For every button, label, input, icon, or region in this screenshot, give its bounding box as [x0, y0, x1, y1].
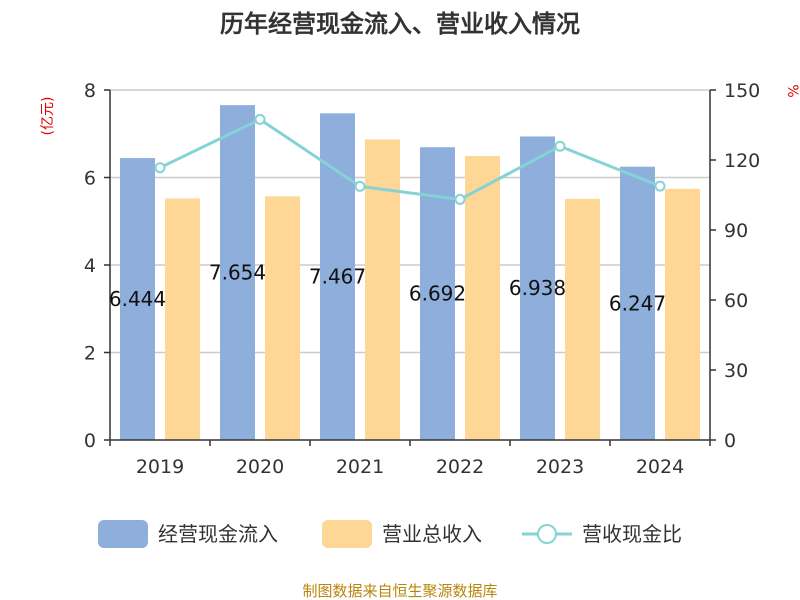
- bar: [165, 198, 200, 440]
- x-tick-label: 2023: [536, 456, 584, 478]
- legend-label: 营业总收入: [382, 522, 482, 546]
- bar: [220, 105, 255, 440]
- left-tick-label: 4: [84, 255, 96, 277]
- right-tick-label: 120: [724, 150, 760, 172]
- bar: [465, 156, 500, 440]
- bar: [520, 136, 555, 440]
- legend-label: 营收现金比: [582, 522, 682, 546]
- bar-value-label: 6.692: [409, 282, 466, 306]
- bar: [620, 166, 655, 440]
- left-tick-label: 6: [84, 168, 96, 190]
- bar: [120, 158, 155, 440]
- right-tick-label: 60: [724, 290, 748, 312]
- left-axis-unit: (亿元): [40, 97, 56, 136]
- bar-value-label: 6.938: [509, 276, 566, 300]
- bar-labels: 6.444 7.654 7.467 6.692 6.938 6.247: [109, 261, 666, 316]
- source-note: 制图数据来自恒生聚源数据库: [302, 582, 497, 600]
- ratio-point: [154, 162, 166, 174]
- x-tick-label: 2022: [436, 456, 484, 478]
- right-tick-label: 150: [724, 80, 760, 102]
- bar-value-label: 6.444: [109, 287, 166, 311]
- right-axis-unit: %: [784, 84, 800, 97]
- bar-value-label: 7.654: [209, 261, 266, 285]
- ratio-line-path: [159, 117, 661, 201]
- right-tick-label: 0: [724, 430, 736, 452]
- ratio-point: [354, 180, 366, 192]
- legend-label: 经营现金流入: [158, 522, 278, 546]
- x-tick-label: 2020: [236, 456, 284, 478]
- x-tick-label: 2024: [636, 456, 684, 478]
- ratio-point: [654, 180, 666, 192]
- right-tick-label: 90: [724, 220, 748, 242]
- left-tick-label: 0: [84, 430, 96, 452]
- bar: [265, 196, 300, 440]
- legend-marker: [537, 524, 557, 544]
- legend: 经营现金流入 营业总收入 营收现金比: [98, 520, 682, 548]
- right-tick-label: 30: [724, 360, 748, 382]
- bar: [565, 198, 600, 440]
- x-tick-label: 2021: [336, 456, 384, 478]
- bar: [365, 139, 400, 440]
- axes: 0 2 4 6 8 0 30 60 90 120 150 (亿元)% 2019 2020 2021 2022 2…: [40, 80, 800, 478]
- x-tick-label: 2019: [136, 456, 184, 478]
- left-tick-label: 8: [84, 80, 96, 102]
- chart-title: 历年经营现金流入、营业收入情况: [220, 10, 580, 38]
- bar-value-label: 6.247: [609, 291, 666, 315]
- bar-value-label: 7.467: [309, 265, 366, 289]
- ratio-point: [454, 193, 466, 205]
- ratio-line: [154, 113, 666, 205]
- bar: [665, 188, 700, 440]
- ratio-point: [254, 113, 266, 125]
- ratio-point: [554, 140, 566, 152]
- legend-swatch: [322, 520, 372, 548]
- grid-lines: [110, 89, 710, 354]
- left-tick-label: 2: [84, 343, 96, 365]
- legend-swatch: [98, 520, 148, 548]
- bars: [120, 105, 700, 440]
- bar: [320, 113, 355, 440]
